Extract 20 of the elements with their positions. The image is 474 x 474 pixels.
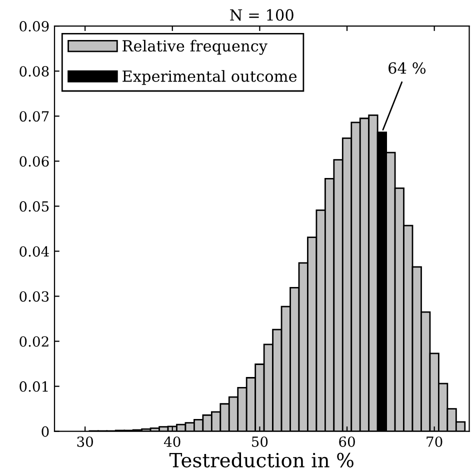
x-tick-label: 30 xyxy=(77,436,93,447)
y-tick-label: 0.02 xyxy=(20,336,48,347)
annotation: 64 % xyxy=(388,62,426,74)
y-tick-label: 0.05 xyxy=(20,201,49,212)
y-tick-label: 0 xyxy=(42,426,49,437)
y-tick-label: 0.01 xyxy=(20,381,48,392)
y-tick-label: 0.04 xyxy=(20,246,49,257)
y-tick-label: 0.08 xyxy=(20,66,49,77)
x-tick-label: 70 xyxy=(426,436,442,447)
x-tick-label: 50 xyxy=(252,436,268,447)
y-tick-label: 0.09 xyxy=(20,21,49,32)
y-tick-label: 0.03 xyxy=(20,291,49,302)
chart-title: N = 100 xyxy=(230,9,294,21)
x-tick-label: 60 xyxy=(339,436,355,447)
y-tick-label: 0.07 xyxy=(20,111,49,122)
y-tick-label: 0.06 xyxy=(20,156,49,167)
x-tick-label: 40 xyxy=(164,436,180,447)
legend-label: Relative frequency xyxy=(122,40,268,55)
legend-label: Experimental outcome xyxy=(122,70,297,85)
x-axis-title: Testreduction in % xyxy=(169,452,354,468)
